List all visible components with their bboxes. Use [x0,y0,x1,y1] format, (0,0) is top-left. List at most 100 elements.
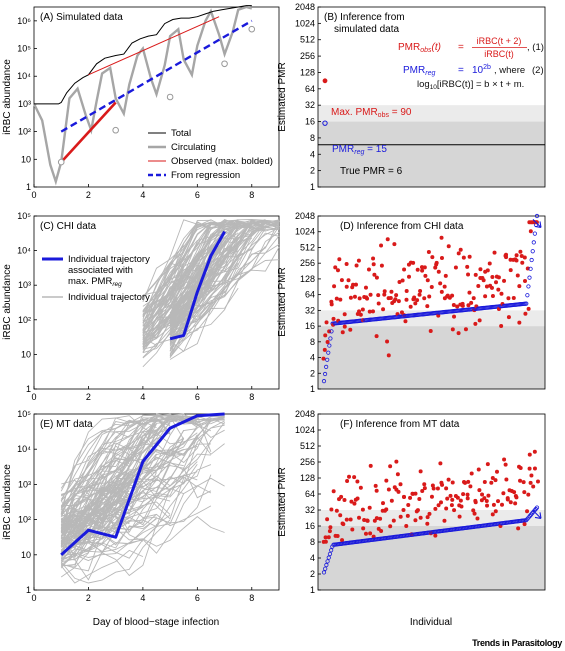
max-pmr-point [492,250,497,255]
max-pmr-point [323,539,328,544]
x-tick-label: 8 [249,593,254,603]
panel-c-chi-data: (C) CHI data 1 10 10² 10³ 10⁴ 10⁵ 0 2 4 6 8 iRBC … [2,211,280,402]
eq2-lhs-sub: reg [425,70,435,77]
max-pmr-point [468,484,473,489]
max-pmr-point [475,516,480,521]
max-pmr-point [352,475,357,480]
max-pmr-point [451,302,456,307]
panel-b-y-ticks: 1 2 4 8 16 32 64 128 256 512 1024 2048 [295,2,321,192]
max-pmr-point [505,496,510,501]
reg-pmr-point [530,249,535,254]
max-pmr-point [379,263,384,268]
max-pmr-point [408,495,413,500]
trajectory-line [60,467,212,543]
max-pmr-point [394,293,399,298]
reg-pmr-point [531,240,536,245]
y-tick-label: 10² [18,515,31,525]
trajectory-line [60,418,157,532]
max-pmr-point [456,251,461,256]
max-pmr-point [515,273,520,278]
panel-e-mt-data: (E) MT data 1 10 10² 10³ 10⁴ 10⁵ 0 2 4 6 8 iRBC a… [2,409,280,603]
panel-f-y-label: Estimated PMR [277,467,288,536]
svg-text:log10[iRBC(t)] = b × t + m.: log10[iRBC(t)] = b × t + m. [417,79,524,91]
panel-b-reg-label: PMRreg = 15 [332,144,387,156]
y-tick-label: 10⁴ [17,71,31,81]
svg-text:102b: 102b [472,64,491,76]
trajectory-line [142,219,211,312]
max-pmr-point [433,265,438,270]
y-tick-label: 256 [300,51,315,61]
eq3-sub: 10 [430,84,438,91]
max-pmr-point [341,522,346,527]
max-pmr-point [379,243,384,248]
max-pmr-point [444,486,449,491]
panel-b-frame [317,6,546,188]
panel-a-frame [33,6,280,188]
trajectory-line [60,463,157,542]
max-pmr-point [379,529,384,534]
max-pmr-point [396,489,401,494]
panel-f-shade-dark [318,526,545,590]
max-pmr-point [334,508,339,513]
reg-pmr-point [527,275,532,280]
max-pmr-point [501,491,506,496]
max-pmr-point [473,321,478,326]
max-pmr-point [496,287,501,292]
max-pmr-point [389,498,394,503]
max-pmr-point [415,298,420,303]
y-tick-label: 32 [305,505,315,515]
max-pmr-point [431,486,436,491]
y-tick-label: 10⁴ [17,246,31,256]
trajectory-line [60,477,225,554]
max-pmr-point [518,478,523,483]
max-pmr-point [502,457,507,462]
max-pmr-point [506,315,511,320]
max-pmr-point [391,518,396,523]
panel-f-y-ticks: 1 2 4 8 16 32 64 128 256 512 1024 2048 [295,409,321,595]
max-pmr-point [512,490,517,495]
max-pmr-point [425,521,430,526]
max-pmr-point [478,267,483,272]
max-pmr-point [388,524,393,529]
trajectory-line [60,431,130,502]
max-pmr-point [366,267,371,272]
panel-b-equation-3: log10[iRBC(t)] = b × t + m. [417,79,524,91]
reg-pmr-point [322,371,328,377]
max-pmr-point [433,506,438,511]
max-pmr-point [426,250,431,255]
y-tick-label: 2 [310,368,315,378]
x-tick-label: 0 [31,190,36,200]
trajectory-line [142,260,225,354]
max-pmr-point [425,278,430,283]
max-pmr-point [384,507,389,512]
max-pmr-point [352,501,357,506]
trajectory-line [142,245,185,297]
panel-b-equation-2: PMRreg = 102b , where (2) [403,64,544,77]
panel-c-individual-trajectories [142,219,280,368]
max-pmr-point [473,272,478,277]
x-tick-label: 8 [249,190,254,200]
max-pmr-point [429,494,434,499]
trajectory-line [169,308,212,350]
panel-b-title-line1: (B) Inference from [324,12,405,23]
trajectory-line [60,525,157,581]
x-tick-label: 8 [249,392,254,402]
trajectory-line [169,259,280,358]
max-pmr-point [444,506,449,511]
max-pmr-point [376,301,381,306]
panel-f-inference-mt: (F) Inference from MT data 1 2 4 8 16 32 64 128… [277,409,546,595]
trajectory-line [60,474,212,544]
y-tick-label: 8 [310,337,315,347]
x-tick-label: 4 [140,593,145,603]
max-pmr-point [321,356,326,361]
max-pmr-point [400,278,405,283]
max-pmr-point [486,493,491,498]
trajectory-line [61,513,130,560]
max-pmr-point [326,535,331,540]
trajectory-line [60,464,212,562]
max-pmr-point [339,278,344,283]
max-pmr-point [443,273,448,278]
max-pmr-point [438,461,443,466]
max-pmr-point [388,464,393,469]
panel-d-y-ticks: 1 2 4 8 16 32 64 128 256 512 1024 2048 [295,211,321,394]
